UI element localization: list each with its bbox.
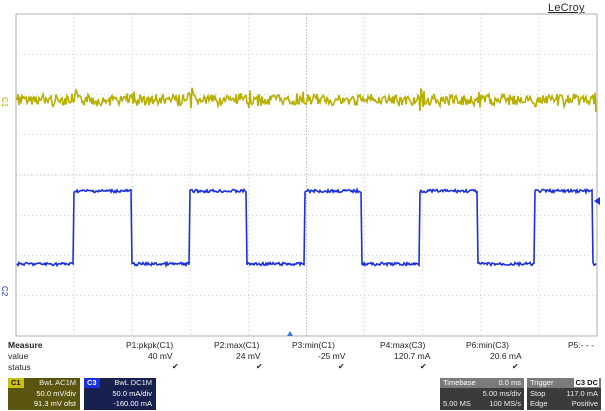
param-p1-label[interactable]: P1:pkpk(C1)	[126, 340, 174, 350]
param-p1-status-icon: ✔	[172, 362, 179, 371]
param-p4-status-icon: ✔	[420, 362, 427, 371]
timebase-per-div: 5.00 ms/div	[482, 389, 521, 398]
channel-3-trace	[16, 187, 597, 268]
measure-table: Measure P1:pkpk(C1) P2:max(C1) P3:min(C1…	[0, 340, 605, 376]
param-p1-value: 40 mV	[148, 351, 173, 361]
channel-1-trace	[16, 87, 597, 112]
lecroy-logo: LeCroy	[548, 2, 585, 14]
timebase-rate: 100 MS/s	[489, 399, 521, 408]
status-bar: C1 BwL AC1M 50.0 mV/div 91.3 mV ofst C3 …	[0, 378, 605, 411]
param-p3-label[interactable]: P3:min(C1)	[292, 340, 335, 350]
param-p6-label[interactable]: P6:min(C3)	[466, 340, 509, 350]
param-p3-value: -25 mV	[318, 351, 346, 361]
channel-1-marker[interactable]: C1	[0, 97, 9, 108]
trigger-mode: Stop	[530, 389, 546, 398]
channel-3-offset: -160.00 mA	[113, 399, 152, 408]
param-p3-status-icon: ✔	[338, 362, 345, 371]
channel-3-tag: C3	[84, 378, 100, 388]
trigger-title: Trigger	[530, 378, 554, 387]
param-p4-value: 120.7 mA	[394, 351, 431, 361]
trigger-slope: Positive	[571, 399, 598, 408]
trigger-title-bar: Trigger C3 DC	[527, 378, 601, 388]
trigger-coupling: Edge	[530, 399, 548, 408]
channel-3-mode: BwL DC1M	[114, 378, 152, 387]
param-p5-label[interactable]: P5:- - -	[568, 340, 594, 350]
trigger-source-badge: C3 DC	[574, 378, 599, 387]
param-p2-value: 24 mV	[236, 351, 261, 361]
channel-1-tag: C1	[8, 378, 24, 388]
param-p2-status-icon: ✔	[256, 362, 263, 371]
measure-header: Measure	[8, 340, 43, 350]
graticule-grid	[15, 13, 598, 337]
trigger-time-marker[interactable]	[287, 331, 293, 336]
channel-1-descriptor[interactable]: C1 BwL AC1M 50.0 mV/div 91.3 mV ofst	[8, 378, 80, 410]
timebase-samples: 5.00 MS	[443, 399, 471, 408]
timebase-descriptor[interactable]: Timebase 0.0 ms 5.00 ms/div 5.00 MS 100 …	[440, 378, 524, 410]
channel-1-mode: BwL AC1M	[39, 378, 76, 387]
channel-3-scale: 50.0 mA/div	[112, 389, 152, 398]
value-row-label: value	[8, 351, 29, 361]
param-p2-label[interactable]: P2:max(C1)	[214, 340, 260, 350]
trigger-descriptor[interactable]: Trigger C3 DC Stop 117.0 mA Edge Positiv…	[527, 378, 601, 410]
param-p6-value: 20.6 mA	[490, 351, 522, 361]
timebase-title-bar: Timebase 0.0 ms	[440, 378, 524, 388]
timebase-delay: 0.0 ms	[498, 378, 521, 387]
trigger-level-marker[interactable]	[594, 197, 600, 205]
channel-3-descriptor[interactable]: C3 BwL DC1M 50.0 mA/div -160.00 mA	[84, 378, 156, 410]
timebase-title: Timebase	[443, 378, 476, 387]
channel-3-marker[interactable]: C2	[0, 286, 9, 297]
status-row-label: status	[8, 362, 31, 372]
channel-1-scale: 50.0 mV/div	[36, 389, 76, 398]
param-p4-label[interactable]: P4:max(C3)	[380, 340, 426, 350]
param-p6-status-icon: ✔	[512, 362, 519, 371]
trigger-level: 117.0 mA	[566, 389, 598, 398]
channel-1-offset: 91.3 mV ofst	[33, 399, 76, 408]
